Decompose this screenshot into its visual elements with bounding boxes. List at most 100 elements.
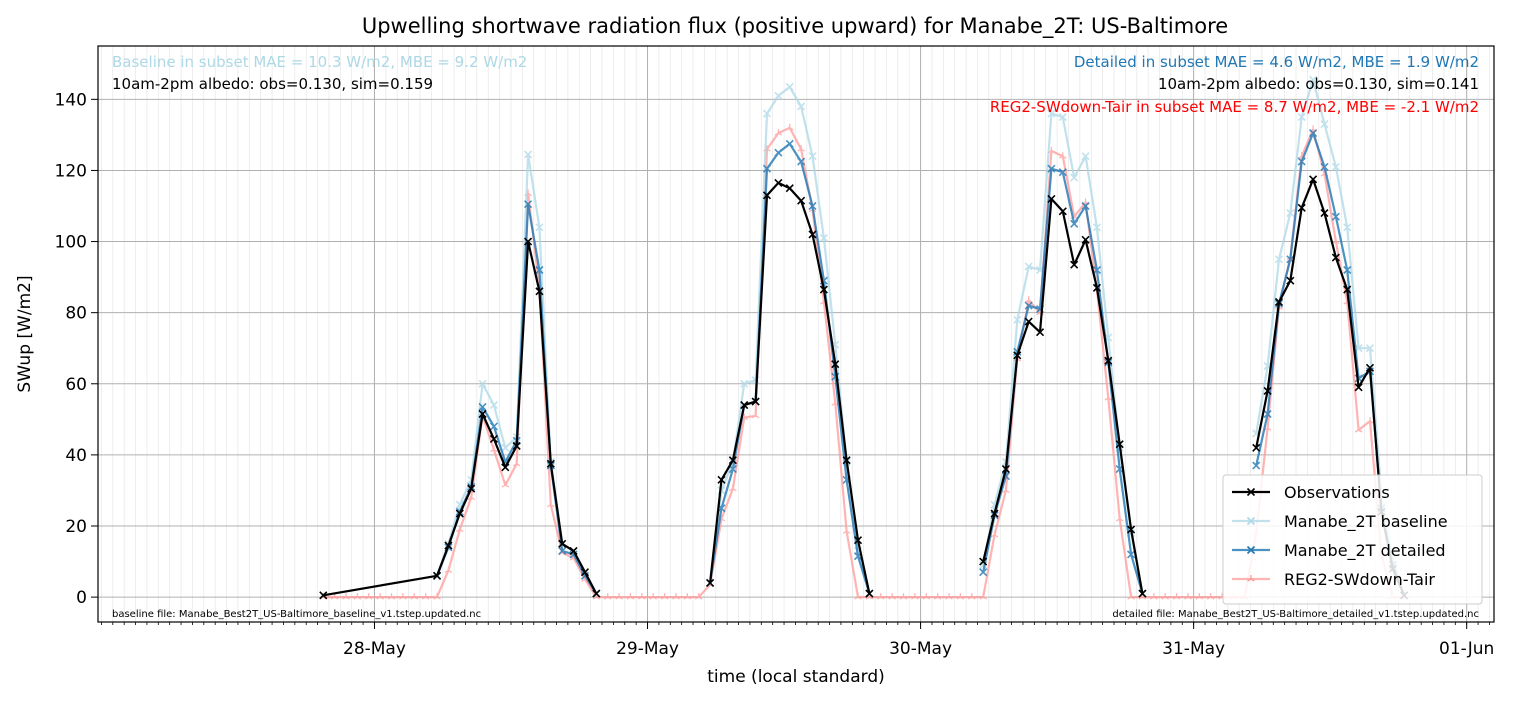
series-line [1255, 78, 1406, 596]
data-point [364, 593, 373, 600]
data-point [762, 164, 772, 173]
data-point [1058, 152, 1067, 159]
data-point [785, 139, 794, 148]
data-point [1252, 443, 1261, 452]
data-point [489, 401, 498, 410]
data-point [967, 593, 976, 600]
data-point [1035, 328, 1045, 337]
data-point [489, 422, 498, 431]
data-point [523, 150, 533, 159]
data-point [1309, 129, 1318, 138]
data-point [558, 539, 567, 548]
data-point [592, 589, 601, 598]
data-point [1047, 194, 1056, 203]
data-point [1274, 255, 1284, 264]
data-point [523, 200, 533, 209]
y-axis-label: SWup [W/m2] [15, 275, 35, 392]
data-point [501, 443, 510, 452]
data-point [603, 593, 612, 600]
legend-label: REG2-SWdown-Tair [1284, 570, 1435, 589]
data-point [717, 475, 726, 484]
data-point [1047, 109, 1056, 118]
data-point [1092, 223, 1101, 232]
y-tick-label: 140 [55, 90, 87, 110]
data-point [1297, 113, 1306, 122]
legend-box [1222, 474, 1483, 605]
data-point [853, 536, 863, 545]
data-point [1172, 593, 1181, 600]
data-point [1081, 152, 1090, 161]
data-point [774, 148, 783, 157]
data-point [1331, 212, 1340, 221]
data-point [1343, 265, 1352, 275]
data-point [740, 379, 749, 388]
x-axis-label: time (local standard) [707, 667, 885, 687]
series-layer [319, 75, 1409, 600]
data-point [785, 184, 794, 193]
data-point [1150, 593, 1158, 600]
data-point [956, 593, 965, 600]
data-point [1024, 317, 1033, 326]
data-point [751, 411, 760, 419]
data-point [774, 178, 783, 187]
data-point [501, 463, 510, 472]
data-point [467, 493, 475, 501]
data-point [990, 509, 999, 518]
legend-entry: Manabe_2T baseline [1232, 512, 1448, 532]
y-tick-label: 80 [65, 304, 87, 324]
baseline-albedo-annotation: 10am-2pm albedo: obs=0.130, sim=0.159 [112, 75, 433, 93]
legend-marker [1246, 516, 1256, 526]
data-point [1002, 486, 1010, 494]
series-line [323, 240, 598, 597]
data-point [478, 379, 487, 388]
data-point [1070, 260, 1079, 269]
data-point [1320, 209, 1329, 218]
data-point [580, 568, 590, 577]
data-point [774, 91, 783, 100]
data-point [535, 265, 544, 275]
data-point [933, 593, 942, 600]
data-point [819, 233, 828, 243]
data-point [444, 566, 453, 574]
legend-label: Manabe_2T detailed [1284, 541, 1446, 561]
data-point [638, 593, 646, 600]
data-point [694, 593, 703, 600]
data-point [797, 102, 806, 111]
data-point [1274, 297, 1284, 307]
data-point [1286, 209, 1295, 218]
data-point [1092, 283, 1101, 292]
y-tick-label: 40 [65, 446, 87, 466]
data-point [615, 593, 623, 600]
data-point [478, 402, 487, 411]
reg2-stats-annotation: REG2-SWdown-Tair in subset MAE = 8.7 W/m… [990, 98, 1479, 116]
data-point [1263, 409, 1272, 419]
data-point [762, 109, 772, 118]
data-point [1127, 593, 1135, 600]
series-observations [319, 175, 1409, 600]
data-point [1070, 219, 1079, 228]
data-point [1263, 386, 1272, 395]
data-point [1058, 168, 1067, 177]
data-point [433, 593, 441, 600]
x-tick-label: 28-May [343, 639, 406, 659]
legend: Observations Manabe_2T baseline Manabe_2T … [1222, 474, 1483, 605]
data-point [1013, 351, 1022, 360]
data-point [990, 530, 999, 538]
data-point [888, 593, 896, 600]
data-point [467, 484, 476, 493]
y-axis: 0 20 40 60 80 100 120 140 [55, 90, 98, 608]
data-point [1024, 262, 1033, 271]
data-point [1126, 550, 1136, 559]
data-point [1320, 120, 1329, 129]
plot-frame [97, 45, 1495, 623]
baseline-file-annotation: baseline file: Manabe_Best2T_US-Baltimor… [112, 609, 481, 620]
data-point [1252, 461, 1261, 470]
x-tick-label: 31-May [1162, 639, 1225, 659]
data-point [1354, 383, 1363, 392]
legend-label: Observations [1284, 483, 1390, 502]
data-point [1092, 265, 1101, 275]
x-tick-label: 29-May [616, 639, 679, 659]
data-point [1115, 514, 1124, 522]
data-point [979, 593, 987, 600]
data-point [455, 509, 464, 518]
